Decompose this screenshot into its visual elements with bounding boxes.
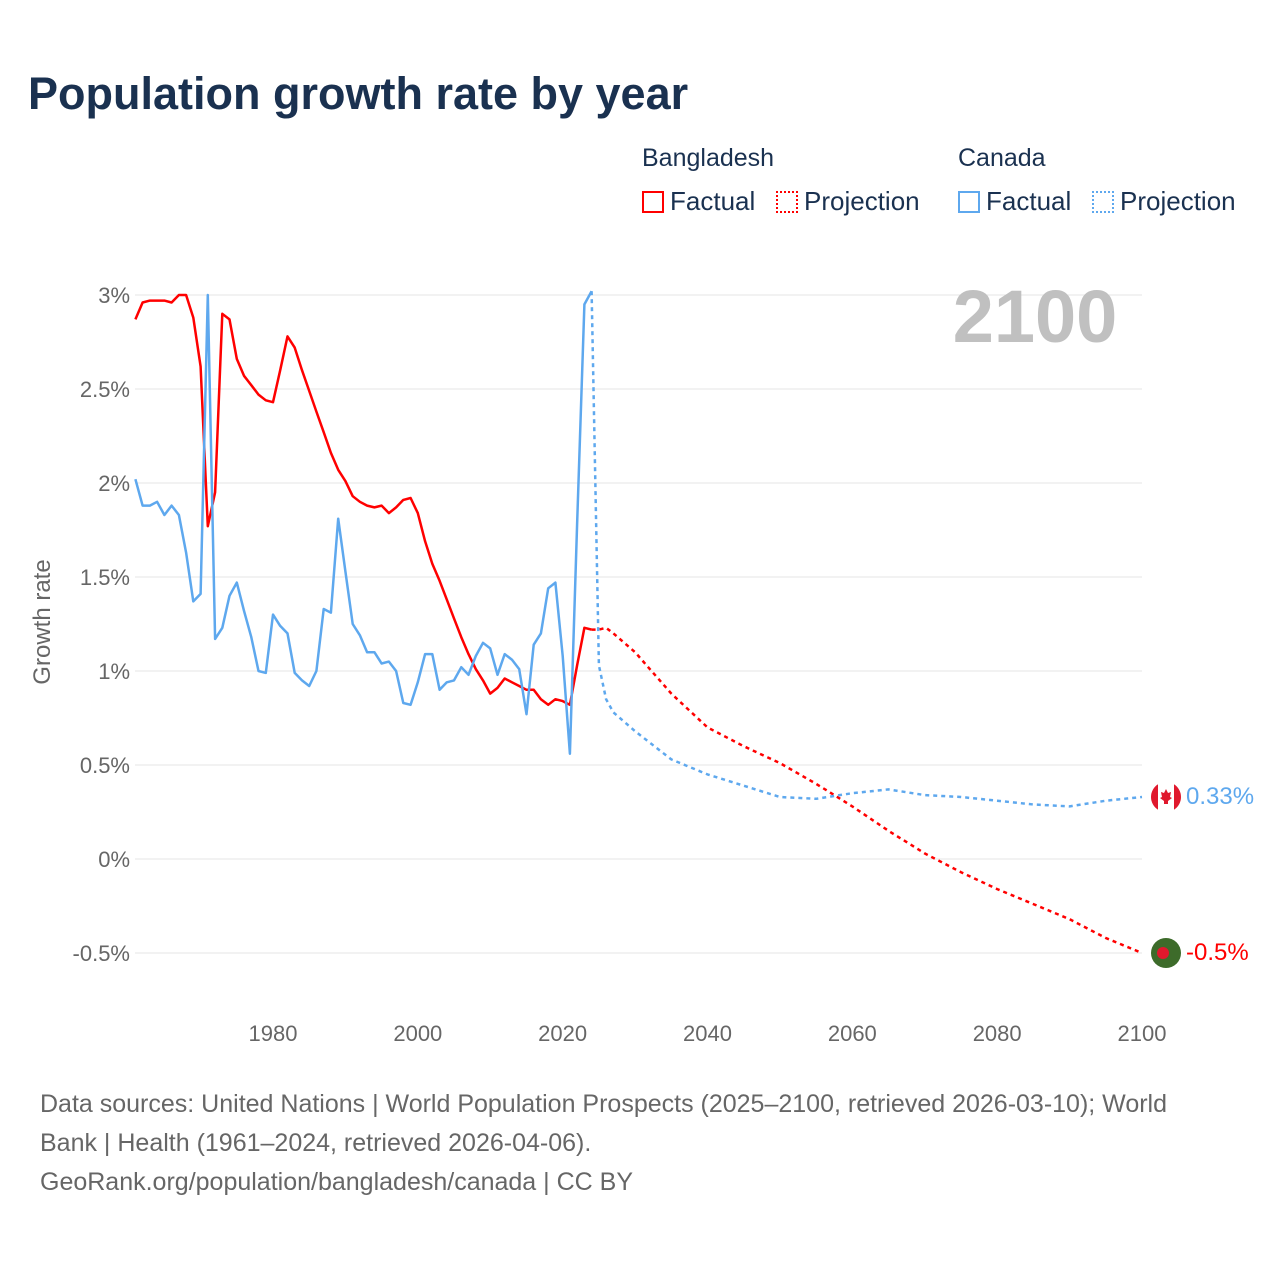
footer-line: Data sources: United Nations | World Pop… [40,1090,1168,1118]
bangladesh-end-label: -0.5% [1186,939,1249,966]
x-tick-label: 2060 [828,1021,877,1046]
canada-projection-line [590,291,1143,808]
y-tick-label: 1.5% [80,565,130,590]
x-tick-label: 1980 [249,1021,298,1046]
x-tick-label: 2100 [1118,1021,1167,1046]
legend-label: Factual [670,186,756,216]
y-tick-label: 2% [98,471,130,496]
y-tick-label: 1% [98,659,130,684]
bangladesh-projection-line [591,626,1143,955]
canada-end-label: 0.33% [1186,783,1254,810]
legend-canada-projection[interactable]: Projection [1092,186,1236,217]
x-tick-label: 2080 [973,1021,1022,1046]
canada-flag-icon [1151,782,1181,812]
y-tick-label: 0% [98,847,130,872]
legend-label: Factual [986,186,1072,216]
legend-label: Projection [1120,186,1236,216]
y-tick-label: 0.5% [80,753,130,778]
footer-line: Bank | Health (1961–2024, retrieved 2026… [40,1129,592,1157]
footer-sources: Data sources: United Nations | World Pop… [40,1085,1240,1202]
year-display: 2100 [953,275,1118,358]
y-axis-label: Growth rate [29,559,56,684]
x-tick-label: 2040 [683,1021,732,1046]
legend-bangladesh-factual[interactable]: Factual [642,186,755,217]
y-tick-label: 3% [98,283,130,308]
legend-swatch-dotted [776,190,798,213]
footer-link[interactable]: GeoRank.org/population/bangladesh/canada… [40,1168,634,1196]
bangladesh-flag-icon [1151,938,1181,968]
legend-bangladesh-projection[interactable]: Projection [776,186,920,217]
legend-label: Projection [804,186,920,216]
legend-swatch-solid [642,190,664,213]
x-tick-label: 2020 [538,1021,587,1046]
x-tick-label: 2000 [393,1021,442,1046]
legend-group-canada: Canada [958,144,1046,172]
y-tick-label: 2.5% [80,377,130,402]
legend-swatch-solid [958,190,980,213]
legend-group-bangladesh: Bangladesh [642,144,775,172]
legend-canada-factual[interactable]: Factual [958,186,1071,217]
y-tick-label: -0.5% [73,941,130,966]
canada-factual-line [134,290,593,755]
legend-swatch-dotted [1092,190,1114,213]
chart-title: Population growth rate by year [28,68,689,119]
